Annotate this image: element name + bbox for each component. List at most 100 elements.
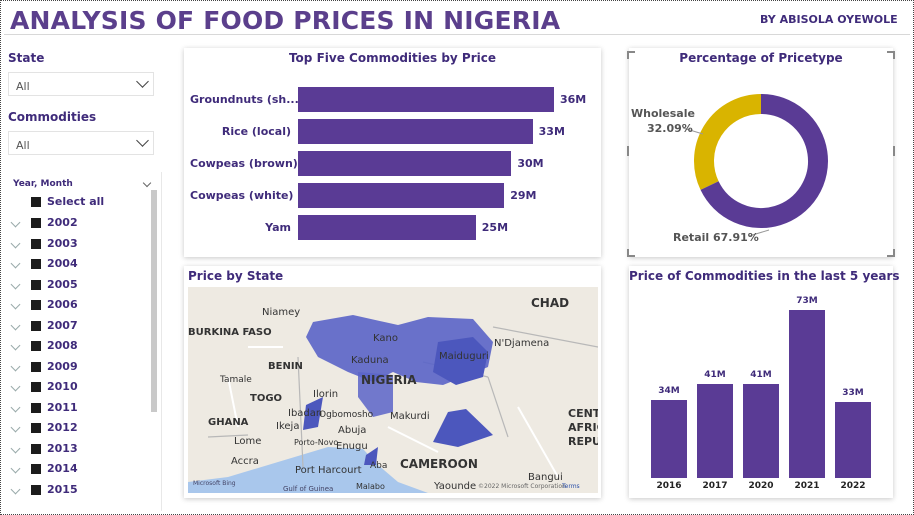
year-item-2015[interactable]: 2015 — [10, 483, 150, 501]
year-item-2011[interactable]: 2011 — [10, 401, 150, 419]
slicer-scrollbar[interactable] — [151, 190, 157, 412]
map-label-burkina: BURKINA FASO — [188, 327, 272, 338]
map-label-tamale: Tamale — [220, 375, 252, 385]
bar[interactable] — [697, 383, 733, 478]
year-item-2007[interactable]: 2007 — [10, 319, 150, 337]
year-item-2008[interactable]: 2008 — [10, 339, 150, 357]
year-item-2010[interactable]: 2010 — [10, 380, 150, 398]
state-dropdown[interactable]: All — [8, 72, 154, 96]
expand-chevron-icon[interactable] — [10, 402, 21, 412]
map-label-yaounde: Yaounde — [434, 481, 477, 492]
chevron-down-icon — [136, 134, 149, 147]
central-west-region — [358, 372, 393, 417]
map-label-ndjamena: N'Djamena — [494, 338, 550, 349]
map-label-abuja: Abuja — [338, 425, 367, 436]
state-dropdown-value: All — [16, 80, 30, 93]
bar[interactable] — [789, 310, 825, 478]
checkbox-icon[interactable] — [31, 218, 41, 228]
resize-handle[interactable] — [893, 51, 895, 59]
year-item-2013[interactable]: 2013 — [10, 442, 150, 460]
select-all-item[interactable]: Select all — [10, 195, 150, 213]
expand-chevron-icon[interactable] — [10, 381, 21, 392]
expand-chevron-icon[interactable] — [10, 422, 21, 433]
bar[interactable] — [835, 402, 871, 478]
map-label-kano: Kano — [373, 333, 398, 344]
checkbox-icon[interactable] — [31, 484, 41, 495]
checkbox-icon[interactable] — [31, 341, 41, 351]
map-chart-title: Price by State — [188, 269, 284, 283]
checkbox-icon[interactable] — [31, 361, 41, 372]
map-canvas — [188, 315, 598, 493]
expand-chevron-icon[interactable] — [10, 361, 21, 371]
bar-category-label: 2021 — [794, 481, 820, 491]
resize-handle[interactable] — [627, 249, 629, 257]
checkbox-icon[interactable] — [31, 464, 41, 474]
bar-value-label: 41M — [750, 369, 772, 380]
retail-percent: 67.91% — [713, 231, 759, 244]
checkbox-icon[interactable] — [31, 300, 41, 310]
year-item-2014[interactable]: 2014 — [10, 462, 150, 480]
bar-category-label: 2022 — [840, 481, 866, 491]
nigeria-map[interactable]: CHAD BURKINA FASO Niamey BENIN NIGERIA K… — [188, 287, 598, 493]
bar-category-label: Rice (local) — [221, 125, 291, 138]
donut-slice-retail[interactable] — [687, 90, 837, 237]
bar-category-label: Groundnuts (sh... — [190, 93, 299, 106]
checkbox-icon[interactable] — [31, 402, 41, 413]
bar[interactable] — [298, 151, 512, 176]
resize-handle[interactable] — [627, 146, 629, 156]
expand-chevron-icon[interactable] — [10, 217, 21, 228]
checkbox-icon[interactable] — [31, 279, 41, 290]
expand-chevron-icon[interactable] — [10, 299, 21, 310]
map-label-ikeja: Ikeja — [276, 421, 300, 432]
checkbox-icon[interactable] — [31, 423, 41, 433]
expand-chevron-icon[interactable] — [10, 463, 21, 474]
expand-chevron-icon[interactable] — [10, 279, 21, 289]
year-item-2002[interactable]: 2002 — [10, 216, 150, 234]
year-label: 2010 — [47, 380, 78, 393]
map-label-gulf: Gulf of Guinea — [283, 485, 334, 493]
retail-name: Retail — [673, 231, 710, 244]
commodities-dropdown[interactable]: All — [8, 131, 154, 155]
resize-handle[interactable] — [627, 51, 629, 59]
map-label-lome: Lome — [234, 436, 262, 447]
resize-handle[interactable] — [887, 255, 895, 257]
expand-chevron-icon[interactable] — [10, 443, 21, 453]
year-item-2003[interactable]: 2003 — [10, 237, 150, 255]
expand-chevron-icon[interactable] — [10, 320, 21, 330]
year-item-2006[interactable]: 2006 — [10, 298, 150, 316]
donut-slice-wholesale[interactable] — [685, 93, 783, 190]
resize-handle[interactable] — [887, 51, 895, 53]
expand-chevron-icon[interactable] — [10, 340, 21, 351]
map-label-malabo: Malabo — [356, 482, 385, 491]
bar[interactable] — [298, 215, 476, 240]
checkbox-icon[interactable] — [31, 320, 41, 331]
resize-handle[interactable] — [893, 146, 895, 156]
map-terms-link[interactable]: Terms — [562, 483, 580, 490]
year-item-2005[interactable]: 2005 — [10, 278, 150, 296]
bar[interactable] — [298, 119, 533, 144]
checkbox-icon[interactable] — [31, 259, 41, 269]
lagos-region — [303, 397, 323, 430]
expand-chevron-icon[interactable] — [10, 484, 21, 494]
bar[interactable] — [298, 87, 554, 112]
checkbox-icon[interactable] — [31, 382, 41, 392]
checkbox-icon[interactable] — [31, 443, 41, 454]
resize-handle[interactable] — [627, 51, 635, 53]
year-item-2012[interactable]: 2012 — [10, 421, 150, 439]
checkbox-icon[interactable] — [31, 197, 41, 207]
year-item-2009[interactable]: 2009 — [10, 360, 150, 378]
expand-chevron-icon[interactable] — [10, 238, 21, 248]
bar-value-label: 33M — [842, 388, 864, 399]
resize-handle[interactable] — [893, 249, 895, 257]
year-item-2004[interactable]: 2004 — [10, 257, 150, 275]
checkbox-icon[interactable] — [31, 238, 41, 249]
chevron-down-icon — [136, 75, 149, 88]
bar[interactable] — [651, 399, 687, 478]
bar[interactable] — [743, 383, 779, 478]
bar-value-label: 29M — [510, 189, 537, 202]
year-month-slicer — [4, 172, 162, 511]
expand-chevron-icon[interactable] — [10, 258, 21, 269]
resize-handle[interactable] — [627, 255, 635, 257]
bar[interactable] — [298, 183, 505, 208]
map-copyright: ©2022 Microsoft Corporation — [478, 483, 566, 490]
